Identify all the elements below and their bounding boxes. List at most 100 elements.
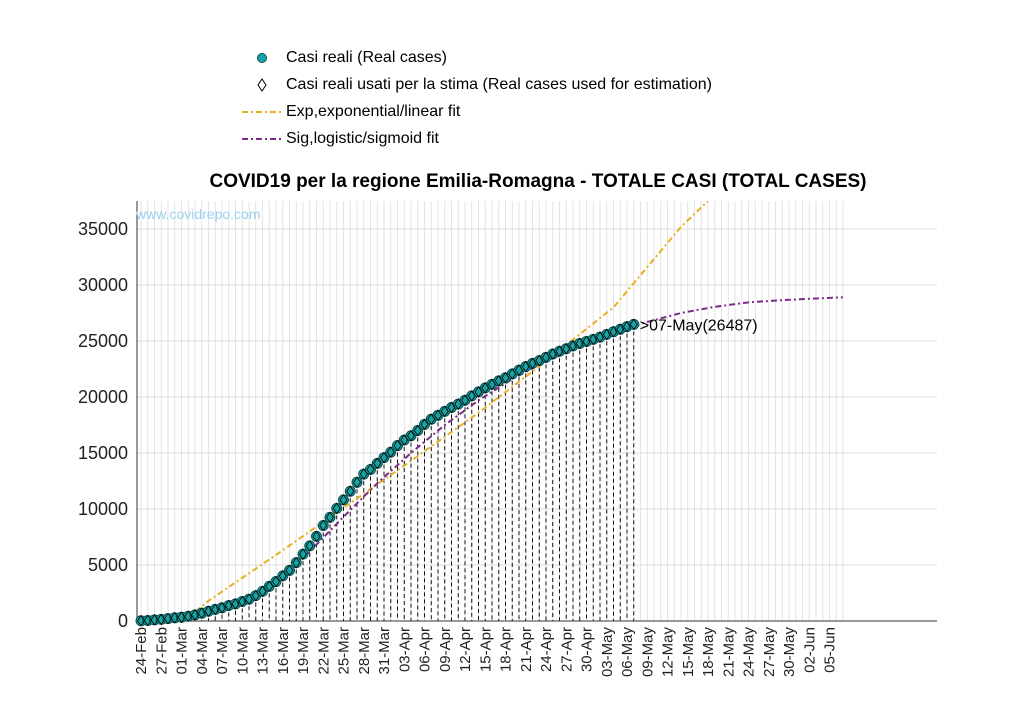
estimation-point	[515, 364, 523, 376]
x-tick-label: 27-Feb	[153, 627, 170, 675]
circle-marker-icon	[240, 48, 284, 68]
estimation-point	[157, 613, 166, 626]
x-tick-label: 07-Mar	[214, 627, 231, 675]
x-tick-label: 25-Mar	[336, 627, 353, 675]
estimation-point	[481, 382, 490, 394]
x-tick-label: 02-Jun	[801, 627, 818, 673]
x-tick-label: 28-Mar	[356, 627, 373, 675]
estimation-point	[501, 372, 510, 384]
estimation-point	[319, 519, 328, 532]
x-tick-label: 24-Feb	[133, 627, 150, 675]
x-tick-label: 09-May	[639, 627, 656, 678]
y-tick-label: 5000	[88, 555, 128, 575]
x-tick-label: 15-May	[680, 627, 697, 678]
legend-label: Casi reali usati per la stima (Real case…	[286, 75, 712, 93]
estimation-point	[218, 602, 226, 614]
x-tick-label: 10-Mar	[234, 627, 251, 675]
x-tick-label: 13-Mar	[255, 627, 272, 675]
x-tick-label: 12-May	[660, 627, 677, 678]
estimation-point	[629, 318, 638, 331]
estimation-point	[386, 446, 395, 458]
y-tick-label: 0	[118, 611, 128, 631]
x-tick-labels: 24-Feb 27-Feb 01-Mar 04-Mar 07-Mar 10-Mar 13-M…	[133, 627, 839, 678]
estimation-point	[305, 540, 314, 552]
estimation-point	[548, 348, 557, 360]
y-tick-label: 20000	[78, 387, 128, 407]
y-tick-labels: 0 5000 10000 15000 20000 25000 30000 35000	[78, 219, 128, 631]
estimation-point	[494, 375, 503, 387]
estimation-point	[137, 615, 145, 627]
x-tick-label: 21-May	[720, 627, 737, 678]
legend-item-real-cases: Casi reali (Real cases)	[240, 44, 712, 71]
x-tick-label: 22-Mar	[315, 627, 332, 675]
y-tick-label: 15000	[78, 443, 128, 463]
estimation-point	[191, 609, 199, 621]
y-tick-label: 35000	[78, 219, 128, 239]
x-tick-label: 03-Apr	[396, 627, 413, 672]
estimation-point	[427, 413, 436, 425]
estimation-point	[461, 394, 469, 406]
estimation-point	[292, 556, 301, 569]
x-tick-label: 27-Apr	[558, 627, 575, 672]
estimation-point	[447, 401, 456, 414]
estimation-point	[164, 612, 172, 625]
x-tick-label: 15-Apr	[477, 627, 494, 672]
estimation-point	[339, 494, 348, 506]
estimation-point	[170, 612, 179, 624]
estimation-point	[177, 611, 186, 623]
estimation-point	[609, 326, 618, 338]
x-tick-label: 06-May	[619, 627, 636, 678]
estimation-point	[488, 378, 496, 391]
estimation-point	[407, 430, 415, 442]
estimation-point	[143, 614, 152, 627]
x-tick-label: 19-Mar	[295, 627, 312, 675]
estimation-point	[589, 333, 598, 346]
diamond-marker-icon	[240, 75, 284, 95]
chart-title: COVID19 per la regione Emilia-Romagna - …	[209, 171, 867, 192]
estimation-point	[454, 398, 463, 410]
y-tick-label: 10000	[78, 499, 128, 519]
estimation-point	[582, 335, 591, 348]
estimation-point	[575, 337, 584, 350]
estimation-point	[150, 614, 159, 626]
legend-item-estimation-cases: Casi reali usati per la stima (Real case…	[240, 71, 712, 98]
x-tick-label: 18-May	[700, 627, 717, 678]
estimation-point	[353, 476, 361, 489]
x-tick-label: 04-Mar	[194, 627, 211, 675]
estimation-point	[346, 485, 355, 497]
x-tick-label: 16-Mar	[275, 627, 292, 675]
estimation-point	[542, 351, 550, 364]
x-tick-label: 01-Mar	[174, 627, 191, 675]
estimation-point	[359, 468, 368, 480]
estimation-point	[474, 386, 483, 398]
legend: Casi reali (Real cases) Casi reali usati…	[240, 44, 712, 152]
estimation-point	[569, 340, 577, 352]
estimation-point	[211, 603, 220, 616]
x-tick-label: 31-Mar	[376, 627, 393, 675]
estimation-point	[393, 439, 402, 452]
estimation-point	[535, 354, 544, 367]
estimation-point	[245, 593, 253, 605]
x-tick-label: 06-Apr	[417, 627, 434, 672]
estimation-point	[596, 331, 604, 343]
estimation-point	[272, 575, 280, 588]
y-tick-label: 30000	[78, 275, 128, 295]
estimation-point	[467, 390, 476, 402]
legend-label: Casi reali (Real cases)	[286, 48, 447, 66]
x-tick-label: 30-Apr	[579, 627, 596, 672]
estimation-point	[265, 580, 274, 593]
estimation-point	[373, 457, 382, 470]
estimation-point	[400, 434, 409, 446]
estimation-point	[521, 360, 530, 373]
estimation-point	[380, 451, 388, 464]
last-value-annotation: >07-May(26487)	[640, 317, 758, 334]
estimation-point	[420, 418, 429, 431]
drop-lines	[140, 324, 635, 621]
estimation-point	[366, 463, 375, 476]
estimation-point	[278, 570, 287, 582]
x-tick-label: 21-Apr	[518, 627, 535, 672]
data-points	[135, 318, 640, 627]
legend-label: Sig,logistic/sigmoid fit	[286, 129, 439, 147]
estimation-point	[434, 409, 442, 422]
